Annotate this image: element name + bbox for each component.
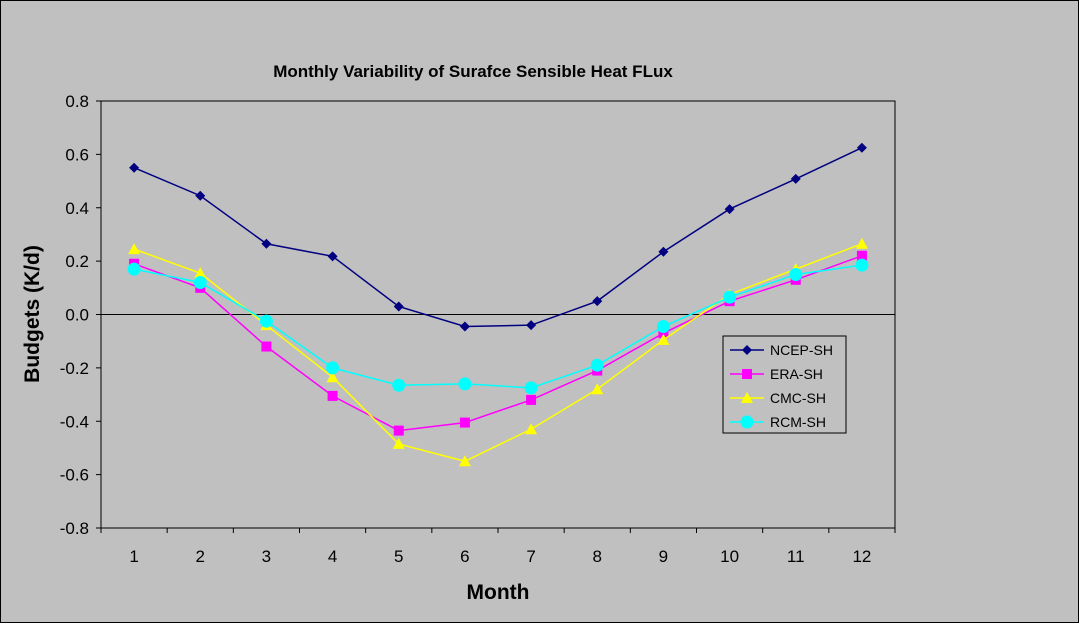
x-tick-label: 11 <box>787 547 805 566</box>
y-tick-label: -0.6 <box>60 466 89 485</box>
series-group <box>127 142 869 467</box>
data-point <box>195 190 206 201</box>
data-point <box>656 320 670 334</box>
data-point <box>393 425 404 436</box>
data-point <box>459 321 470 332</box>
x-tick-label: 10 <box>720 547 739 566</box>
legend-label: RCM-SH <box>770 414 826 430</box>
data-point <box>526 320 537 331</box>
data-point <box>723 290 737 304</box>
data-point <box>129 162 140 173</box>
legend-marker <box>742 369 752 379</box>
x-tick-label: 3 <box>262 547 271 566</box>
data-point <box>591 383 604 395</box>
x-axis-label: Month <box>467 581 530 604</box>
data-point <box>261 341 272 352</box>
data-point <box>525 423 538 435</box>
y-axis-label: Budgets (K/d) <box>21 245 44 383</box>
data-point <box>127 262 141 276</box>
x-axis-ticks: 1 2 3 4 5 6 7 8 9 10 11 12 <box>100 528 896 566</box>
x-tick-label: 8 <box>593 547 602 566</box>
x-tick-label: 12 <box>852 547 871 566</box>
data-point <box>789 267 803 281</box>
data-point <box>259 314 273 328</box>
data-point <box>194 267 207 279</box>
data-point <box>327 390 338 401</box>
data-point <box>524 381 538 395</box>
legend-label: NCEP-SH <box>770 342 833 358</box>
data-point <box>657 333 670 345</box>
legend-label: CMC-SH <box>770 390 826 406</box>
y-tick-label: -0.2 <box>60 359 89 378</box>
data-point <box>856 142 867 153</box>
data-point <box>855 258 869 272</box>
legend-label: ERA-SH <box>770 366 823 382</box>
data-point <box>658 328 669 339</box>
y-tick-label: 0.0 <box>65 306 89 325</box>
y-tick-label: -0.8 <box>60 519 89 538</box>
y-tick-label: 0.2 <box>65 252 89 271</box>
x-tick-label: 2 <box>196 547 205 566</box>
y-tick-label: -0.4 <box>60 412 89 431</box>
legend-entry: RCM-SH <box>730 414 826 430</box>
x-tick-label: 9 <box>659 547 668 566</box>
data-point <box>458 377 472 391</box>
legend: NCEP-SH ERA-SH CMC-SH RCM-SH <box>722 335 847 434</box>
data-point <box>193 275 207 289</box>
data-point <box>458 455 471 467</box>
x-tick-label: 4 <box>328 547 337 566</box>
data-point <box>128 243 141 255</box>
x-tick-label: 6 <box>460 547 469 566</box>
data-point <box>856 250 867 261</box>
x-tick-label: 5 <box>394 547 403 566</box>
legend-entry: ERA-SH <box>730 366 823 382</box>
data-point <box>392 437 405 449</box>
x-tick-label: 1 <box>129 547 138 566</box>
data-point <box>459 417 470 428</box>
data-point <box>724 204 735 215</box>
legend-entry: CMC-SH <box>730 390 826 406</box>
series-ncep-sh <box>129 142 867 332</box>
series-line <box>133 147 863 328</box>
legend-entry: NCEP-SH <box>730 342 833 358</box>
data-point <box>393 301 404 312</box>
legend-marker <box>740 415 754 429</box>
data-point <box>327 251 338 262</box>
y-tick-label: 0.4 <box>65 199 89 218</box>
data-point <box>592 296 603 307</box>
series-line <box>133 243 863 463</box>
series-line <box>133 264 863 389</box>
series-line <box>133 255 863 432</box>
data-point <box>326 361 340 375</box>
chart-title: Monthly Variability of Surafce Sensible … <box>273 62 673 81</box>
legend-marker <box>742 345 752 355</box>
series-rcm-sh <box>127 258 869 395</box>
data-point <box>658 246 669 257</box>
data-point <box>590 358 604 372</box>
data-point <box>855 237 868 249</box>
x-tick-label: 7 <box>526 547 535 566</box>
data-point <box>526 394 537 405</box>
data-point <box>790 173 801 184</box>
y-tick-label: 0.6 <box>65 145 89 164</box>
y-axis-ticks: -0.8 -0.6 -0.4 -0.2 0.0 0.2 0.4 0.6 0.8 <box>60 92 101 538</box>
y-tick-label: 0.8 <box>65 92 89 111</box>
data-point <box>326 371 339 383</box>
legend-marker <box>741 392 753 403</box>
data-point <box>261 238 272 249</box>
data-point <box>392 378 406 392</box>
